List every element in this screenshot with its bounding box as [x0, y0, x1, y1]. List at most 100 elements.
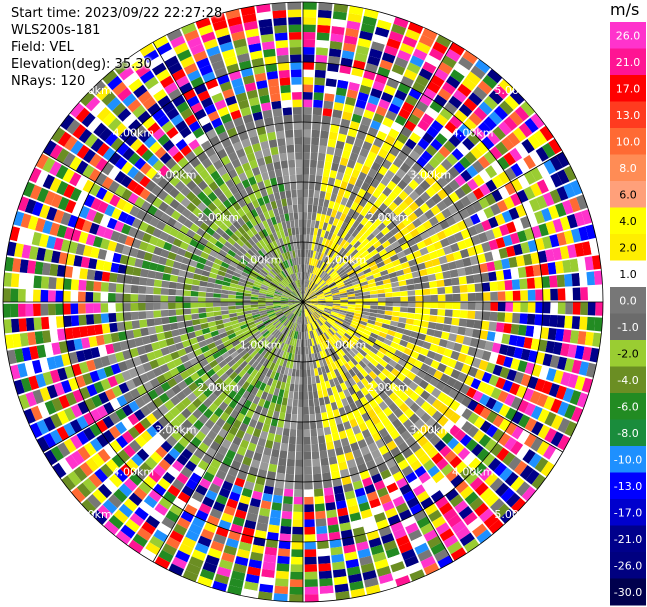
ppi-cell-2364 [303, 332, 305, 340]
ppi-cell-4200 [297, 296, 303, 302]
ppi-cell-2676 [205, 554, 220, 566]
ppi-cell-1889 [343, 354, 351, 363]
ppi-cell-3908 [99, 214, 111, 227]
ppi-cell-1033 [542, 236, 553, 249]
ppi-cell-782 [441, 208, 452, 219]
ppi-cell-581 [408, 179, 419, 190]
ppi-cell-1468 [499, 366, 510, 379]
ppi-cell-3522 [280, 302, 289, 305]
ppi-cell-1218 [437, 302, 446, 309]
ppi-cell-2028 [399, 483, 412, 496]
ppi-cell-2911 [153, 483, 167, 497]
ppi-cell-936 [415, 256, 424, 265]
ppi-cell-406 [325, 256, 332, 265]
ppi-cell-4549 [222, 88, 235, 99]
ppi-cell-1890 [347, 360, 355, 369]
ppi-cell-2386 [304, 496, 314, 505]
ppi-cell-1722 [314, 311, 321, 317]
ppi-cell-2206 [312, 345, 317, 354]
ppi-cell-250 [326, 223, 333, 232]
ppi-cell-1258 [437, 309, 446, 316]
ppi-cell-4332 [245, 220, 254, 230]
ppi-cell-3917 [36, 187, 49, 203]
ppi-cell-2071 [398, 509, 412, 521]
ppi-cell-4371 [254, 224, 262, 233]
ppi-cell-1087 [354, 292, 363, 297]
ppi-cell-631 [467, 132, 481, 146]
ppi-cell-2825 [197, 459, 210, 471]
ppi-cell-831 [504, 182, 517, 196]
ppi-cell-1455 [408, 336, 418, 345]
ppi-cell-136 [321, 176, 329, 185]
ppi-cell-2682 [294, 315, 298, 323]
ppi-cell-3689 [228, 290, 237, 295]
ppi-cell-1912 [445, 488, 459, 502]
ppi-cell-3732 [206, 282, 215, 288]
ppi-cell-3151 [102, 429, 115, 444]
ppi-cell-1751 [476, 448, 490, 462]
ppi-cell-1248 [362, 305, 371, 309]
ppi-cell-4183 [169, 175, 181, 187]
ppi-cell-254 [335, 195, 343, 204]
ppi-cell-901 [446, 234, 457, 245]
ppi-cell-1013 [397, 274, 406, 282]
ppi-cell-1094 [406, 284, 415, 291]
range-label-2-2: 2.00km [367, 381, 409, 394]
ppi-cell-2645 [287, 337, 292, 345]
ppi-cell-3708 [86, 269, 96, 280]
ppi-cell-2612 [273, 387, 280, 397]
ppi-cell-3084 [272, 319, 280, 326]
ppi-cell-3082 [284, 310, 292, 317]
ppi-cell-1072 [537, 250, 548, 263]
ppi-cell-1004 [332, 292, 340, 296]
ppi-cell-3588 [85, 303, 94, 314]
ppi-cell-1585 [466, 387, 477, 399]
ppi-cell-1717 [519, 465, 534, 480]
ppi-cell-1229 [520, 302, 529, 313]
ppi-cell-2335 [309, 413, 316, 422]
ppi-cell-2414 [297, 406, 303, 415]
ppi-cell-2944 [178, 436, 190, 448]
ppi-cell-1325 [339, 307, 348, 312]
ppi-cell-1679 [540, 461, 555, 477]
ppi-cell-220 [341, 149, 351, 160]
ppi-cell-4052 [221, 245, 230, 253]
ppi-cell-4768 [299, 234, 303, 243]
ppi-cell-3265 [125, 379, 136, 391]
ppi-cell-4341 [206, 164, 217, 175]
ppi-cell-3690 [221, 289, 229, 295]
ppi-cell-700 [419, 202, 430, 214]
ppi-cell-3596 [25, 303, 34, 317]
colorbar-swatch-13 [610, 366, 646, 394]
ppi-cell-3448 [236, 311, 245, 316]
ppi-cell-456 [368, 195, 378, 205]
ppi-cell-4071 [101, 162, 114, 176]
ppi-cell-3315 [51, 397, 64, 412]
ppi-cell-693 [378, 235, 388, 245]
ppi-cell-2318 [334, 583, 349, 593]
ppi-cell-50 [306, 219, 312, 228]
ppi-cell-4784 [293, 114, 302, 123]
ppi-cell-1952 [435, 496, 449, 509]
ppi-cell-965 [338, 288, 347, 293]
ppi-cell-4206 [265, 263, 273, 271]
ppi-cell-3985 [129, 205, 140, 217]
ppi-cell-938 [429, 250, 439, 260]
ppi-cell-3313 [65, 392, 77, 406]
ppi-cell-2252 [317, 390, 324, 399]
ppi-cell-4637 [229, 23, 244, 34]
ppi-cell-1341 [457, 326, 466, 336]
ppi-cell-1869 [440, 463, 454, 476]
ppi-cell-1707 [461, 421, 473, 434]
ppi-cell-2929 [253, 352, 261, 361]
ppi-cell-3338 [167, 344, 177, 354]
ppi-cell-3384 [122, 349, 132, 360]
ppi-cell-633 [478, 121, 492, 136]
ppi-cell-535 [373, 208, 383, 218]
ppi-cell-3493 [198, 312, 207, 319]
ppi-cell-2303 [322, 472, 332, 481]
ppi-cell-606 [334, 264, 342, 272]
ppi-cell-1130 [377, 293, 386, 298]
ppi-cell-112 [328, 55, 341, 65]
ppi-cell-3721 [288, 299, 296, 301]
